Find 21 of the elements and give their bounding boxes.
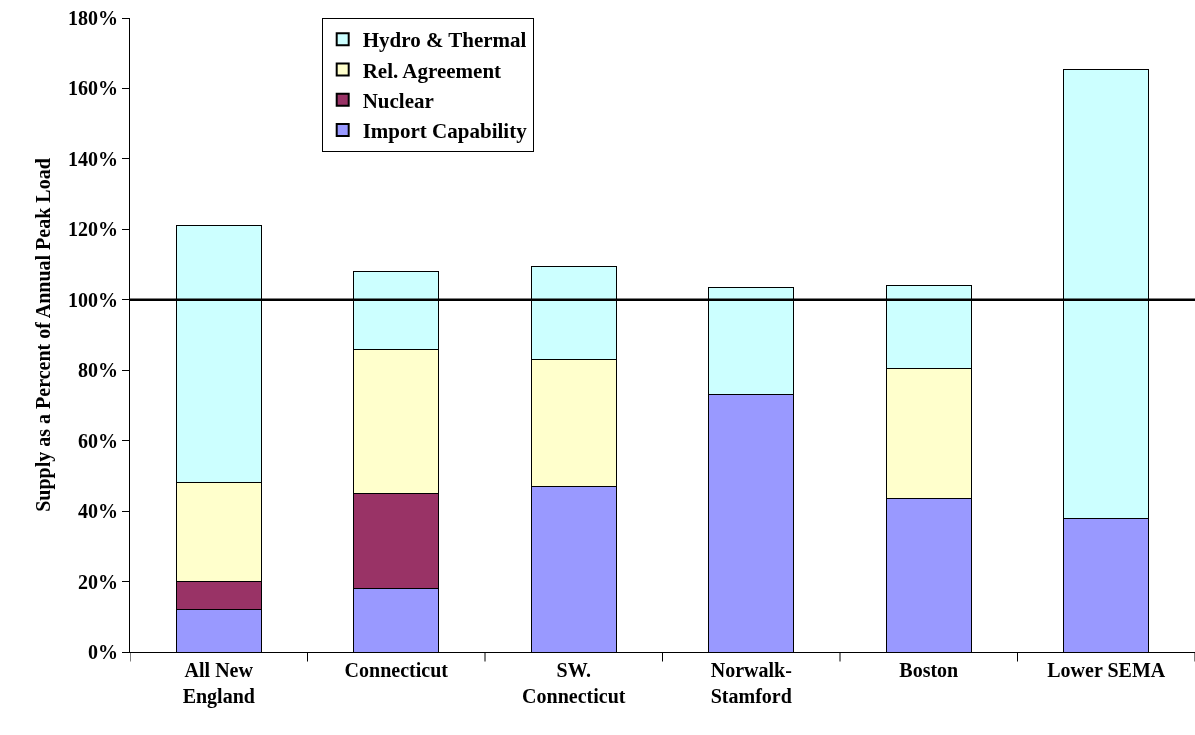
y-tick-label: 80%	[78, 359, 118, 382]
x-tick-label: Connecticut	[344, 659, 449, 681]
x-tick-label: Boston	[899, 659, 959, 681]
legend-label: Nuclear	[362, 88, 434, 113]
y-tick-label: 0%	[88, 641, 118, 663]
x-tick-label: SW. Connecticut	[522, 659, 626, 707]
y-tick-label: 120%	[68, 218, 118, 241]
y-tick-label: 140%	[68, 147, 118, 170]
y-tick-label: 100%	[68, 288, 118, 311]
y-tick-label: 160%	[68, 77, 118, 100]
y-tick-label: 40%	[78, 500, 118, 523]
y-tick-label: 20%	[78, 570, 118, 593]
y-tick-label: 60%	[78, 429, 118, 452]
x-tick-label: Lower SEMA	[1047, 659, 1166, 681]
x-tick-label: All New England	[182, 659, 255, 708]
legend-label: Hydro & Thermal	[362, 28, 527, 53]
legend-label: Rel. Agreement	[362, 58, 502, 83]
y-axis-title: Supply as a Percent of Annual Peak Load	[31, 158, 55, 512]
y-tick-label: 180%	[68, 7, 118, 29]
x-tick-label: Norwalk-Stamford	[710, 659, 792, 707]
legend-label: Import Capability	[362, 119, 528, 144]
